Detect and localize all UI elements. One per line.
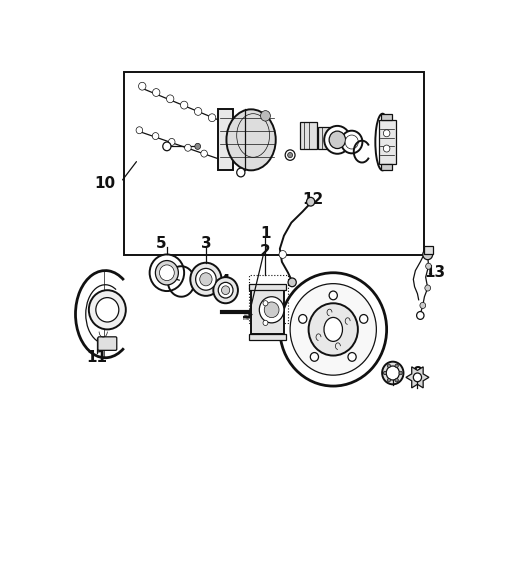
Circle shape (423, 249, 432, 260)
Text: 10: 10 (95, 176, 116, 191)
Bar (249, 334, 286, 340)
Bar (249, 275, 288, 323)
Circle shape (138, 82, 146, 90)
Circle shape (425, 285, 430, 291)
Text: 4: 4 (219, 274, 229, 289)
Circle shape (201, 150, 207, 157)
Circle shape (190, 263, 222, 296)
Bar (381, 164, 392, 170)
Circle shape (180, 101, 188, 109)
Circle shape (166, 95, 174, 103)
Text: 9: 9 (412, 366, 423, 381)
FancyBboxPatch shape (98, 337, 117, 350)
Circle shape (184, 144, 191, 151)
Bar (381, 114, 392, 120)
Circle shape (152, 132, 159, 140)
Bar (319, 127, 333, 148)
Text: 12: 12 (302, 192, 323, 208)
Circle shape (420, 302, 426, 308)
Ellipse shape (226, 109, 276, 170)
Circle shape (383, 145, 390, 152)
Circle shape (386, 366, 400, 380)
Circle shape (96, 298, 119, 322)
Circle shape (153, 89, 160, 96)
Circle shape (387, 364, 391, 367)
Circle shape (195, 143, 200, 149)
Circle shape (290, 284, 376, 375)
Circle shape (163, 142, 171, 151)
Circle shape (329, 131, 346, 148)
Text: 3: 3 (200, 235, 211, 251)
Circle shape (308, 303, 358, 355)
Circle shape (285, 150, 295, 160)
Circle shape (299, 315, 307, 323)
Text: 8: 8 (385, 363, 396, 378)
Circle shape (280, 273, 387, 386)
Circle shape (259, 297, 284, 323)
Bar (301, 122, 317, 148)
Text: 2: 2 (260, 245, 271, 259)
Circle shape (237, 168, 245, 177)
Circle shape (208, 114, 216, 122)
Circle shape (196, 268, 216, 290)
Circle shape (136, 127, 143, 134)
Circle shape (395, 379, 399, 382)
Text: 1: 1 (260, 226, 271, 241)
Text: 7: 7 (319, 328, 330, 344)
Circle shape (288, 278, 296, 287)
Bar (218, 109, 233, 170)
Circle shape (195, 108, 202, 115)
Circle shape (399, 371, 402, 375)
Circle shape (306, 198, 315, 206)
Circle shape (359, 315, 368, 323)
Circle shape (149, 255, 184, 291)
Circle shape (383, 130, 390, 137)
Circle shape (263, 320, 268, 325)
Circle shape (222, 286, 229, 294)
Ellipse shape (324, 318, 342, 341)
Circle shape (324, 126, 350, 154)
Circle shape (383, 371, 387, 375)
Circle shape (218, 282, 233, 298)
Text: 6: 6 (158, 269, 170, 284)
Circle shape (413, 373, 421, 381)
Text: 11: 11 (86, 350, 108, 365)
Circle shape (261, 110, 270, 121)
Circle shape (348, 353, 356, 361)
Bar (379, 120, 396, 164)
Bar (423, 246, 432, 255)
Circle shape (160, 265, 174, 281)
Bar (123, 72, 423, 255)
Circle shape (345, 135, 358, 149)
Bar (249, 284, 286, 290)
Circle shape (264, 302, 279, 318)
Circle shape (200, 273, 212, 286)
Circle shape (341, 131, 363, 153)
Circle shape (382, 362, 403, 384)
Text: 5: 5 (155, 235, 166, 251)
Circle shape (310, 353, 319, 361)
Circle shape (279, 251, 286, 258)
Circle shape (417, 311, 424, 319)
Bar (251, 290, 284, 334)
Circle shape (155, 260, 179, 285)
Polygon shape (406, 367, 429, 388)
Text: 13: 13 (425, 265, 446, 280)
Circle shape (89, 290, 126, 329)
Circle shape (329, 291, 338, 300)
Circle shape (213, 277, 238, 303)
Circle shape (169, 139, 175, 145)
Circle shape (395, 364, 399, 367)
Circle shape (263, 301, 268, 306)
Circle shape (426, 263, 431, 269)
Circle shape (387, 379, 391, 382)
Circle shape (288, 152, 293, 158)
